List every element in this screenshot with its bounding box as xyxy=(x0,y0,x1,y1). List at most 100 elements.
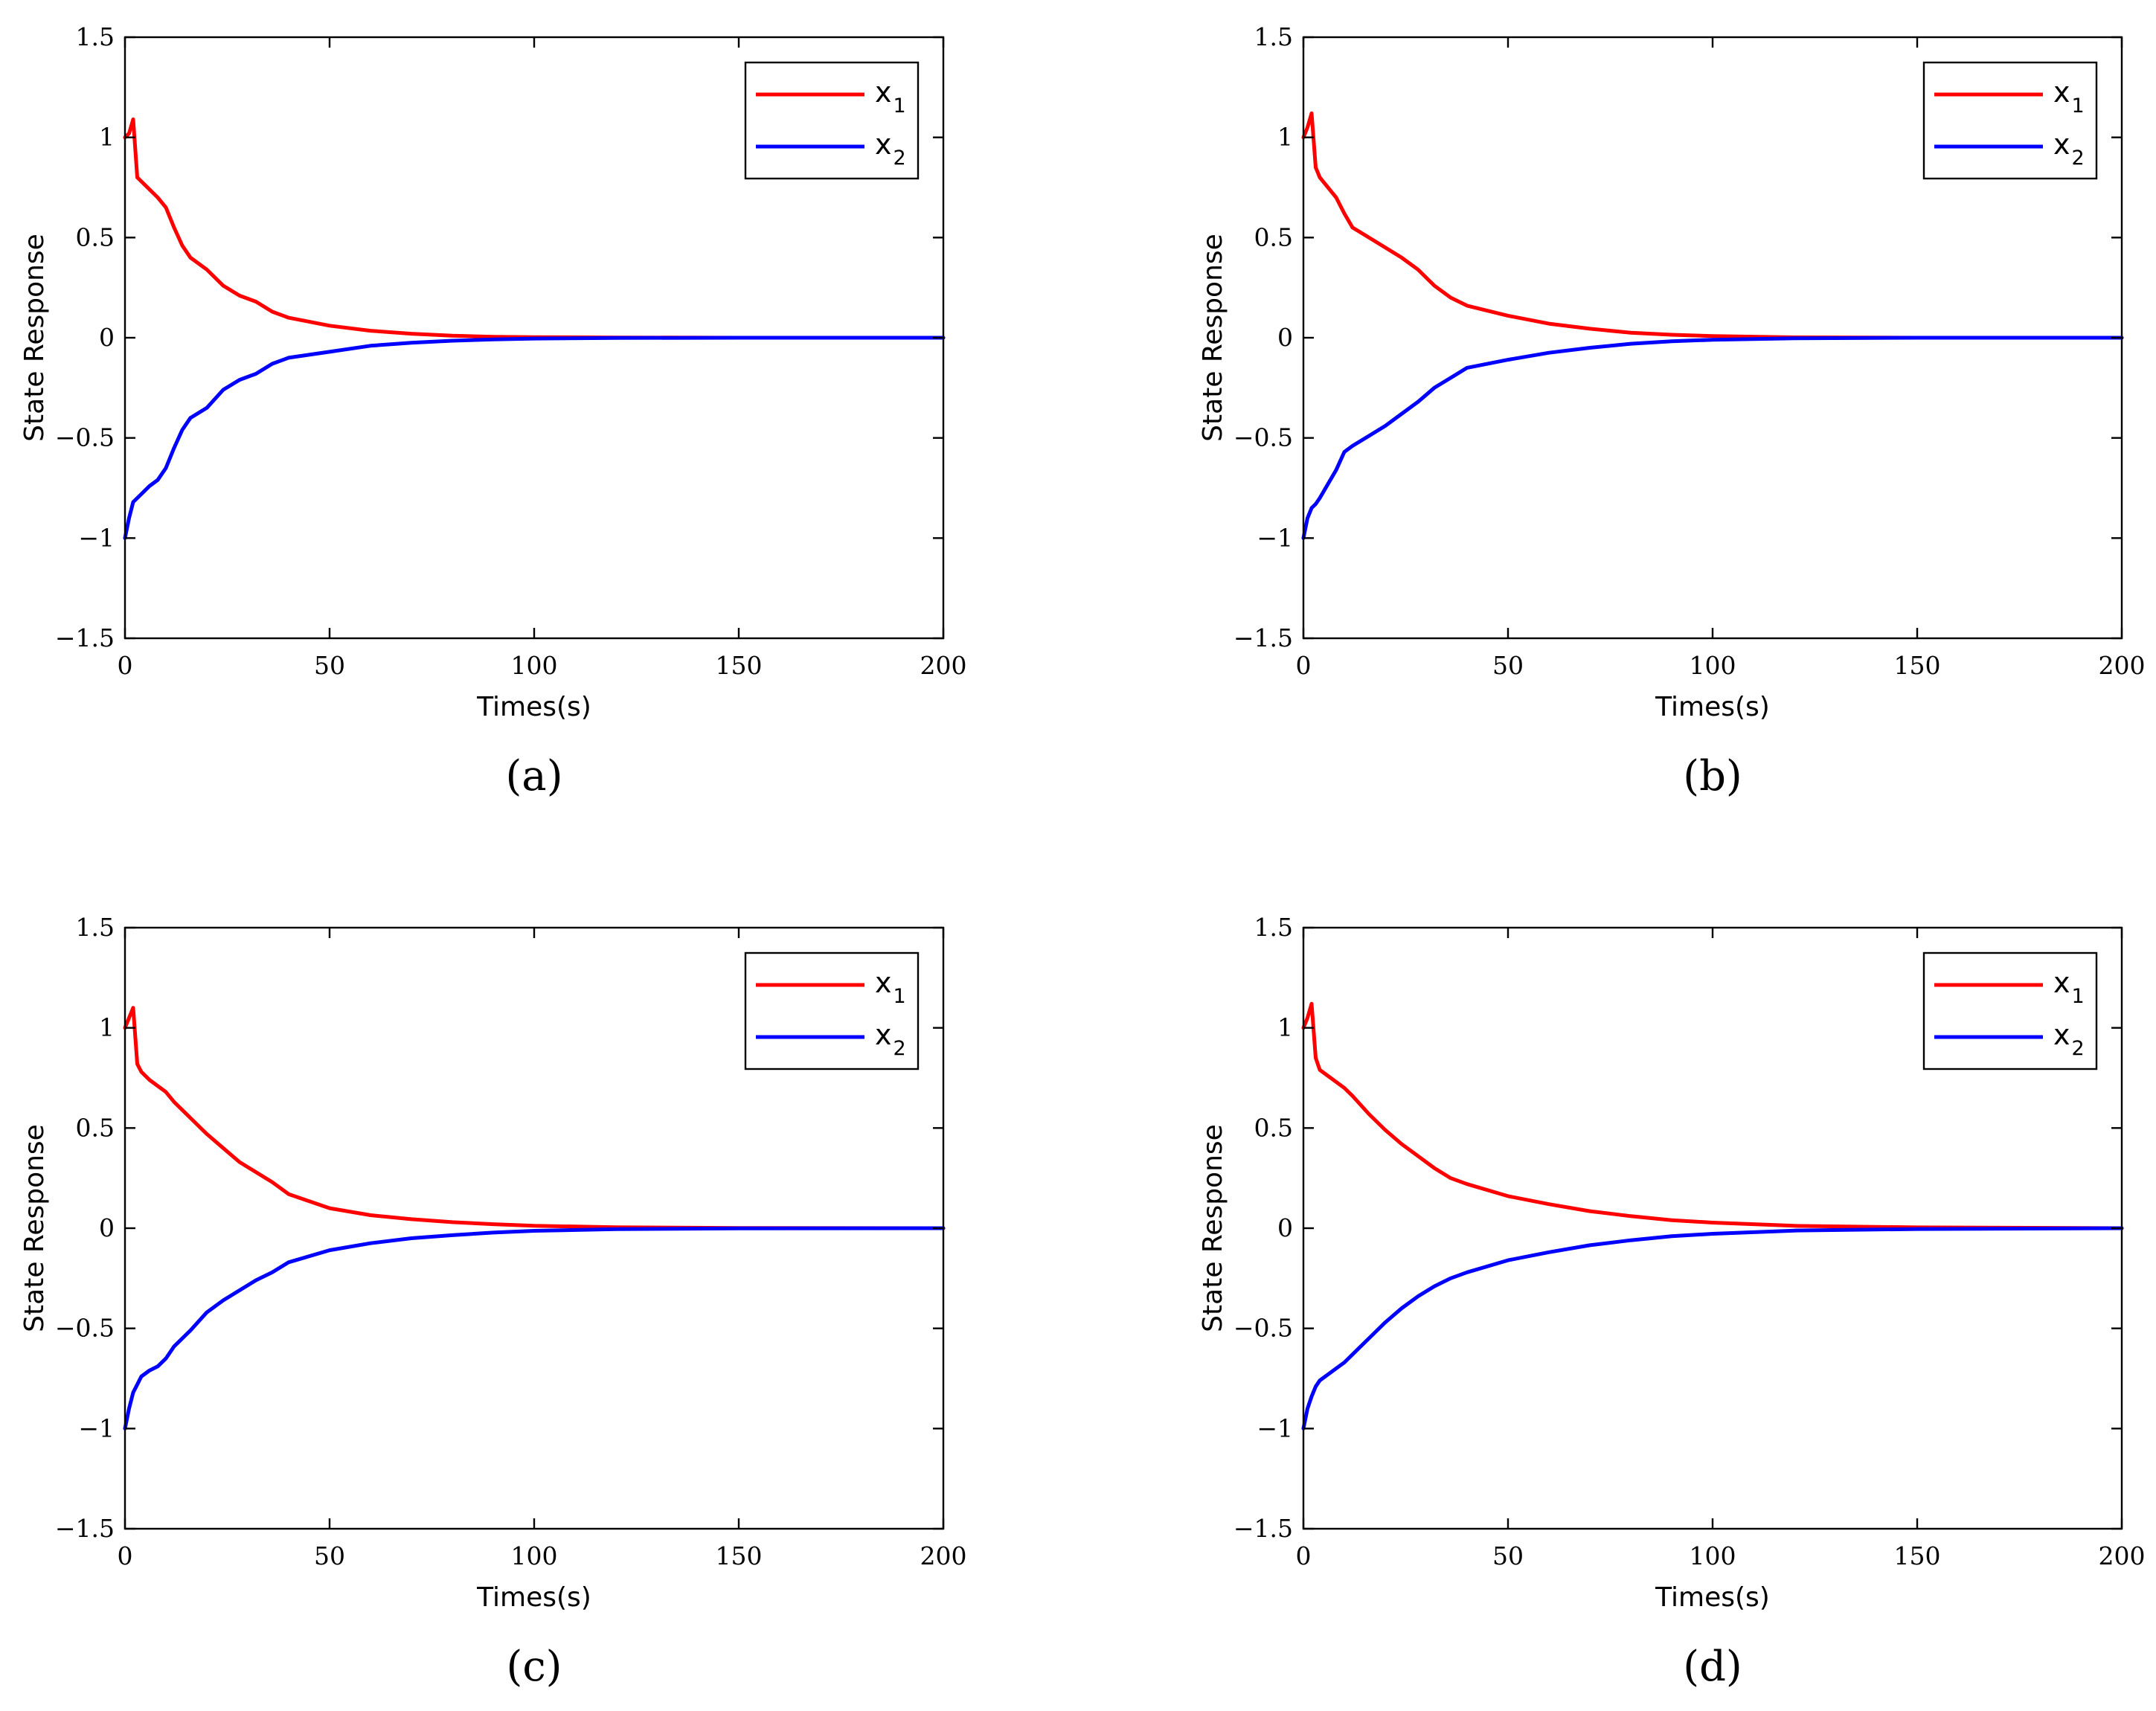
chart-2-xtick-label: 150 xyxy=(716,1541,763,1570)
chart-1-legend-subscript: 1 xyxy=(2072,94,2085,118)
chart-3-xtick-label: 50 xyxy=(1492,1541,1524,1570)
chart-0-series-2-line xyxy=(123,336,946,540)
chart-0-ytick-label: −1.5 xyxy=(55,623,115,652)
chart-0-y-axis-label: State Response xyxy=(19,234,50,442)
chart-0-caption: (a) xyxy=(505,752,562,800)
chart-1-xtick-label: 200 xyxy=(2099,651,2146,680)
chart-0-legend-subscript: 2 xyxy=(893,147,906,170)
chart-2-ytick-label: 1.5 xyxy=(76,913,115,942)
chart-3-ytick-label: −1.5 xyxy=(1233,1514,1293,1543)
chart-1-legend-entry-1: x1 xyxy=(2053,76,2085,118)
chart-0-ytick-label: −1 xyxy=(78,523,115,552)
chart-1-xtick-label: 100 xyxy=(1690,651,1736,680)
chart-3-xtick-label: 100 xyxy=(1690,1541,1736,1570)
chart-0-legend-entry-1: x1 xyxy=(875,76,906,118)
chart-2-legend-box xyxy=(744,951,920,1070)
chart-1-series-1-line xyxy=(1301,111,2124,340)
chart-1-legend-name: x xyxy=(2053,128,2070,161)
chart-2-ytick-label: 0 xyxy=(99,1213,115,1242)
chart-0-series-1-line xyxy=(123,117,946,340)
chart-0-xtick-label: 0 xyxy=(118,651,133,680)
chart-3-ytick-label: 1 xyxy=(1277,1013,1293,1042)
chart-2-legend-entry-2: x2 xyxy=(875,1018,906,1060)
chart-3-legend-box xyxy=(1922,951,2098,1070)
chart-2-xtick-label: 200 xyxy=(920,1541,967,1570)
chart-0-xtick-label: 100 xyxy=(511,651,558,680)
chart-3-ytick-label: 0 xyxy=(1277,1213,1293,1242)
chart-3-caption: (d) xyxy=(1683,1643,1742,1691)
chart-2-y-axis-label: State Response xyxy=(19,1124,50,1332)
chart-0-legend-subscript: 1 xyxy=(893,94,906,118)
chart-3-y-axis-label: State Response xyxy=(1198,1124,1228,1332)
chart-1-legend-box xyxy=(1922,61,2098,180)
chart-2-panel: 0 50 100 150 200 1.5 1 0.5 0 −0.5 −1 −1.5 Times(s) St… xyxy=(19,913,967,1691)
chart-3-series-1-line xyxy=(1301,1001,2124,1230)
chart-2-series-1-line xyxy=(123,1006,946,1230)
chart-2-legend-subscript: 2 xyxy=(893,1037,906,1060)
chart-1-ytick-label: 1 xyxy=(1277,123,1293,152)
chart-1-xtick-label: 50 xyxy=(1492,651,1524,680)
chart-1-ytick-label: −1 xyxy=(1257,523,1293,552)
chart-1-ytick-label: 0.5 xyxy=(1254,222,1293,251)
chart-3-ytick-label: −1 xyxy=(1257,1413,1293,1442)
chart-1-xtick-label: 150 xyxy=(1894,651,1941,680)
chart-3-legend-name: x xyxy=(2053,1018,2070,1051)
chart-3-ytick-label: 0.5 xyxy=(1254,1113,1293,1142)
chart-2-legend-entry-1: x1 xyxy=(875,966,906,1008)
chart-1-ytick-label: −1.5 xyxy=(1233,623,1293,652)
chart-3-legend-entry-2: x2 xyxy=(2053,1018,2085,1060)
chart-3-legend-subscript: 2 xyxy=(2072,1037,2085,1060)
chart-0-ytick-label: 0 xyxy=(99,323,115,352)
chart-3-legend-name: x xyxy=(2053,966,2070,999)
chart-0-panel: 0 50 100 150 200 1.5 1 0.5 0 −0.5 −1 −1.5 Times(s) St… xyxy=(19,22,967,800)
chart-2-legend-name: x xyxy=(875,966,892,999)
chart-0-legend-box xyxy=(744,61,920,180)
chart-1-caption: (b) xyxy=(1683,752,1742,800)
chart-3-legend-subscript: 1 xyxy=(2072,985,2085,1008)
chart-0-ytick-label: 1 xyxy=(99,123,115,152)
chart-2-ytick-label: 1 xyxy=(99,1013,115,1042)
chart-2-xtick-label: 100 xyxy=(511,1541,558,1570)
chart-1-xtick-label: 0 xyxy=(1296,651,1312,680)
chart-1-legend-name: x xyxy=(2053,76,2070,109)
chart-1-series-2-line xyxy=(1301,336,2124,540)
chart-0-ytick-label: 0.5 xyxy=(76,222,115,251)
chart-2-legend-name: x xyxy=(875,1018,892,1051)
chart-0-legend-entry-2: x2 xyxy=(875,128,906,170)
chart-2-ytick-label: −1.5 xyxy=(55,1514,115,1543)
chart-1-y-axis-label: State Response xyxy=(1198,234,1228,442)
chart-0-xtick-label: 150 xyxy=(716,651,763,680)
chart-2-caption: (c) xyxy=(506,1643,562,1691)
chart-0-x-axis-label: Times(s) xyxy=(476,692,591,722)
chart-3-legend-entry-1: x1 xyxy=(2053,966,2085,1008)
chart-2-x-axis-label: Times(s) xyxy=(476,1582,591,1613)
chart-3-xtick-label: 150 xyxy=(1894,1541,1941,1570)
chart-2-xtick-label: 0 xyxy=(118,1541,133,1570)
chart-1-ytick-label: 0 xyxy=(1277,323,1293,352)
chart-2-ytick-label: 0.5 xyxy=(76,1113,115,1142)
chart-2-series-2-line xyxy=(123,1226,946,1431)
chart-1-legend-subscript: 2 xyxy=(2072,147,2085,170)
chart-1-x-axis-label: Times(s) xyxy=(1655,692,1770,722)
chart-2-ytick-label: −0.5 xyxy=(55,1314,115,1343)
chart-0-legend-name: x xyxy=(875,128,892,161)
chart-3-panel: 0 50 100 150 200 1.5 1 0.5 0 −0.5 −1 −1.5 Times(s) St… xyxy=(1198,913,2146,1691)
chart-3-ytick-label: 1.5 xyxy=(1254,913,1293,942)
chart-3-series-2-line xyxy=(1301,1226,2124,1431)
chart-0-ytick-label: −0.5 xyxy=(55,423,115,452)
chart-3-xtick-label: 200 xyxy=(2099,1541,2146,1570)
chart-3-ytick-label: −0.5 xyxy=(1233,1314,1293,1343)
chart-0-ytick-label: 1.5 xyxy=(76,22,115,51)
chart-1-ytick-label: −0.5 xyxy=(1233,423,1293,452)
chart-0-legend-name: x xyxy=(875,76,892,109)
chart-0-xtick-label: 50 xyxy=(314,651,345,680)
chart-2-ytick-label: −1 xyxy=(78,1413,115,1442)
chart-2-xtick-label: 50 xyxy=(314,1541,345,1570)
chart-1-panel: 0 50 100 150 200 1.5 1 0.5 0 −0.5 −1 −1.5 Times(s) St… xyxy=(1198,22,2146,800)
chart-2-legend-subscript: 1 xyxy=(893,985,906,1008)
